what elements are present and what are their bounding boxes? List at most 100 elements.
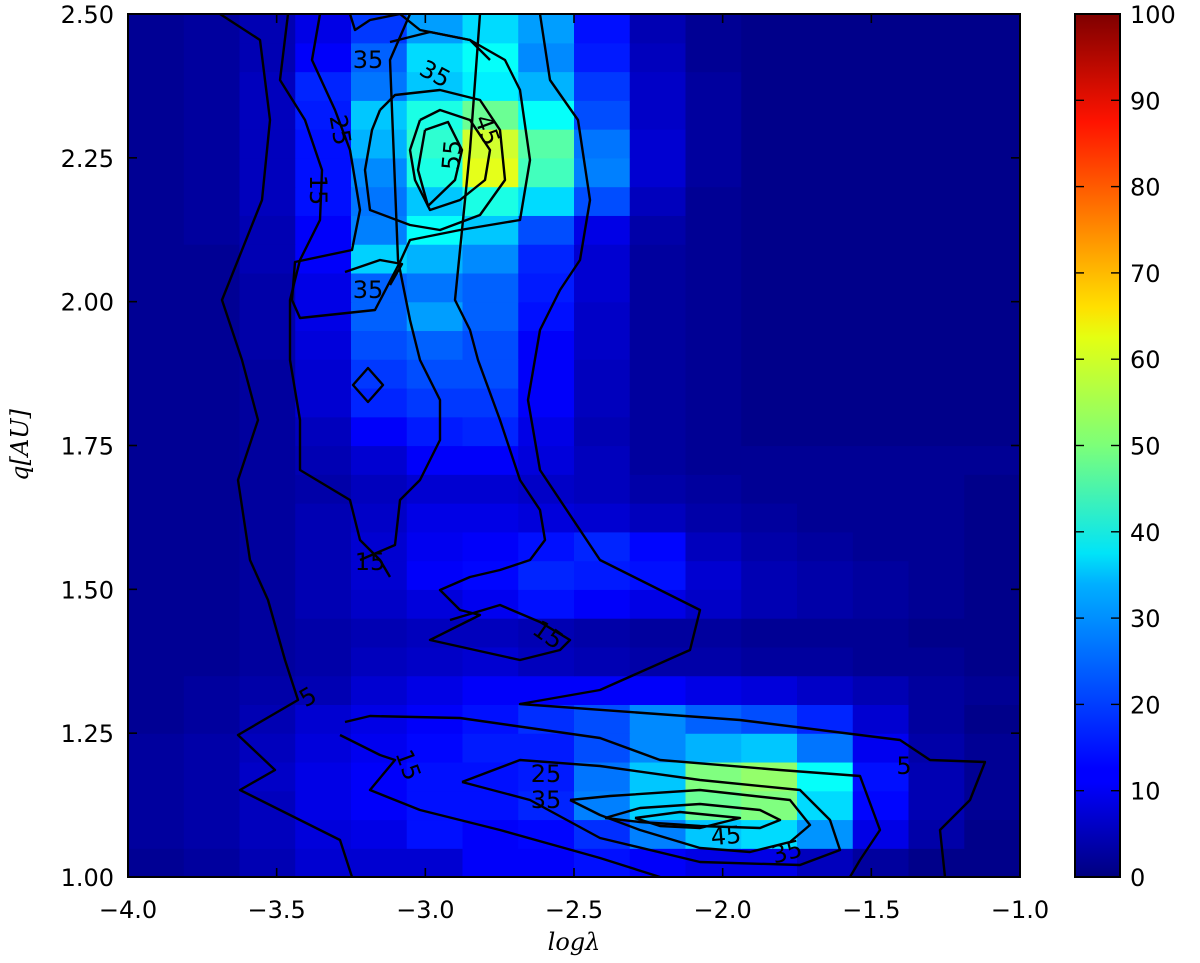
heatmap-cell [518,848,575,878]
heatmap-cell [406,531,464,562]
heatmap-cell [741,359,798,389]
heatmap-cell [406,733,464,763]
x-tick-label: −1.0 [991,896,1049,924]
heatmap-cell [685,589,742,619]
heatmap-cell [128,272,185,303]
heatmap-cell [574,330,631,360]
heatmap-cell [462,359,519,389]
heatmap-cell [183,14,241,44]
heatmap-cell [629,560,687,590]
colorbar-tick-label: 90 [1130,87,1161,115]
heatmap-cell [128,589,185,619]
contour-line-55 [416,120,464,208]
heatmap-cells [128,14,1021,878]
heatmap-cell [908,359,965,389]
heatmap-cell [239,560,296,590]
heatmap-cell [351,157,408,188]
heatmap-cell [741,531,798,562]
heatmap-cell [964,416,1021,447]
heatmap-cell [629,589,687,619]
heatmap-cell [852,14,910,44]
contour-line-25 [461,758,842,867]
heatmap-cell [629,618,687,648]
heatmap-cell [462,675,519,705]
contour-label: 15 [304,175,332,206]
heatmap-cell [852,272,910,303]
contour-line-5 [219,14,354,877]
heatmap-cell [852,474,910,504]
heatmap-cell [128,646,185,677]
colorbar-tick-label: 40 [1130,519,1161,547]
heatmap-cell [964,157,1021,188]
contour-label: 5 [896,752,911,780]
heatmap-cell [964,330,1021,360]
heatmap-cell [406,848,464,878]
heatmap-cell [351,301,408,332]
heatmap-cell [518,387,575,418]
heatmap-cell [852,330,910,360]
heatmap-cell [574,71,631,101]
x-axis-ticks: −4.0 −3.5 −3.0 −2.5 −2.0 −1.5 −1.0 [99,14,1049,924]
contour-line-15 [278,14,392,578]
heatmap-cell [295,618,352,648]
heatmap-cell [741,14,798,44]
heatmap-cell [518,100,575,130]
heatmap-cell [964,589,1021,619]
heatmap-cell [685,330,742,360]
contour-lines [219,14,987,877]
heatmap-cell [574,244,631,274]
heatmap-cell [183,474,241,504]
heatmap-cell [908,761,965,792]
heatmap-cell [685,359,742,389]
heatmap-cell [629,42,687,73]
heatmap-cell [797,129,854,159]
contour-label: 35 [353,46,384,74]
heatmap-cell [797,387,854,418]
heatmap-cell [239,503,296,533]
heatmap-cell [406,503,464,533]
heatmap-cell [797,14,854,44]
heatmap-cell [741,42,798,73]
heatmap-cell [908,675,965,705]
heatmap-cell [406,675,464,705]
heatmap-cell [183,733,241,763]
heatmap-cell [797,560,854,590]
heatmap-cell [295,14,352,44]
heatmap-cell [797,244,854,274]
heatmap-cell [239,675,296,705]
heatmap-cell [908,186,965,216]
contour-label: 25 [324,113,357,148]
heatmap-cell [239,215,296,245]
heatmap-cell [351,589,408,619]
heatmap-cell [406,646,464,677]
heatmap-cell [295,330,352,360]
heatmap-cell [406,819,464,849]
heatmap-cell [128,359,185,389]
heatmap-cell [797,359,854,389]
heatmap-cell [462,560,519,590]
heatmap-cell [574,503,631,533]
heatmap-cell [685,157,742,188]
heatmap-cell [128,761,185,792]
heatmap-cell [462,646,519,677]
y-tick-label: 1.50 [61,576,114,604]
heatmap-cell [852,186,910,216]
heatmap-cell [518,675,575,705]
heatmap-cell [964,819,1021,849]
heatmap-cell [797,157,854,188]
heatmap-cell [351,330,408,360]
heatmap-cell [518,14,575,44]
heatmap-cell [406,71,464,101]
heatmap-cell [685,186,742,216]
contour-line-45 [604,802,782,830]
heatmap-cell [964,100,1021,130]
heatmap-cell [629,215,687,245]
heatmap-cell [741,272,798,303]
heatmap-cell [685,503,742,533]
heatmap-cell [797,733,854,763]
heatmap-cell [797,416,854,447]
heatmap-cell [462,301,519,332]
contour-line-15 [428,14,572,662]
heatmap-cell [629,100,687,130]
heatmap-cell [908,474,965,504]
